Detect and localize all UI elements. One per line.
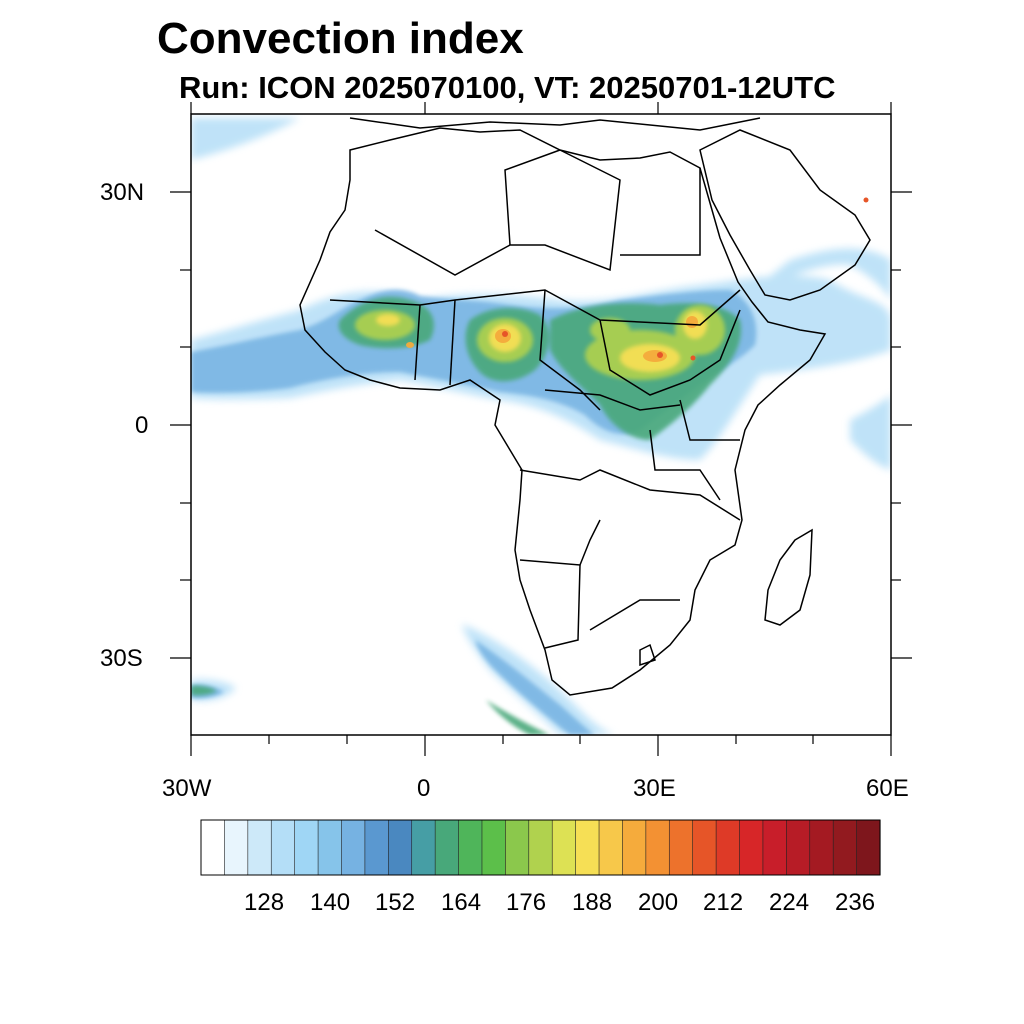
- colorbar-swatch: [364, 819, 389, 876]
- colorbar-swatch: [856, 819, 881, 876]
- map-subtitle: Run: ICON 2025070100, VT: 20250701-12UTC: [179, 70, 836, 105]
- map-title: Convection index: [157, 14, 524, 63]
- map-ticks: [170, 102, 912, 756]
- colorbar-tick-label: 152: [375, 889, 416, 916]
- colorbar-swatch: [528, 819, 553, 876]
- colorbar-swatch: [200, 819, 226, 876]
- colorbar-swatch: [809, 819, 834, 876]
- colorbar-swatch: [715, 819, 741, 876]
- colorbar-swatch: [551, 819, 577, 876]
- colorbar-tick-label: 236: [835, 889, 876, 916]
- lat-tick-label: 0: [135, 412, 149, 439]
- colorbar-swatch: [645, 819, 670, 876]
- lon-tick-label: 30E: [633, 775, 676, 802]
- convection-core-red: [502, 197, 869, 361]
- colorbar-tick-label: 188: [572, 889, 613, 916]
- colorbar-tick-label: 200: [638, 889, 679, 916]
- colorbar-swatch: [388, 819, 413, 876]
- colorbar-swatch: [762, 819, 787, 876]
- lon-tick-label: 0: [417, 775, 431, 802]
- coastlines-borders: [299, 117, 871, 696]
- convection-field: [191, 118, 891, 735]
- colorbar-swatch: [832, 819, 858, 876]
- colorbar-tick-label: 212: [703, 889, 744, 916]
- colorbar-swatch: [692, 819, 717, 876]
- colorbar-tick-label: 140: [310, 889, 351, 916]
- colorbar-swatch: [270, 819, 296, 876]
- lat-tick-label: 30S: [100, 645, 143, 672]
- colorbar-swatch: [739, 819, 764, 876]
- colorbar-swatch: [434, 819, 460, 876]
- colorbar-swatch: [575, 819, 600, 876]
- colorbar-swatch: [224, 819, 249, 876]
- colorbar-swatch: [294, 819, 319, 876]
- colorbar-swatch: [411, 819, 436, 876]
- colorbar-swatch: [341, 819, 366, 876]
- colorbar-swatch: [481, 819, 506, 876]
- lon-tick-label: 60E: [866, 775, 909, 802]
- colorbar-swatches: [200, 819, 881, 876]
- colorbar-swatch: [668, 819, 694, 876]
- colorbar-tick-label: 224: [769, 889, 810, 916]
- colorbar-tick-label: 128: [244, 889, 285, 916]
- colorbar-swatch: [598, 819, 624, 876]
- colorbar-swatch: [786, 819, 811, 876]
- colorbar-swatch: [505, 819, 530, 876]
- lon-tick-label: 30W: [162, 775, 212, 802]
- lat-tick-label: 30N: [100, 179, 145, 206]
- colorbar-tick-label: 176: [506, 889, 547, 916]
- colorbar-tick-label: 164: [441, 889, 482, 916]
- colorbar-swatch: [458, 819, 483, 876]
- colorbar-swatch: [247, 819, 272, 876]
- colorbar-frame: [200, 819, 881, 876]
- colorbar-swatch: [317, 819, 343, 876]
- colorbar-swatch: [622, 819, 647, 876]
